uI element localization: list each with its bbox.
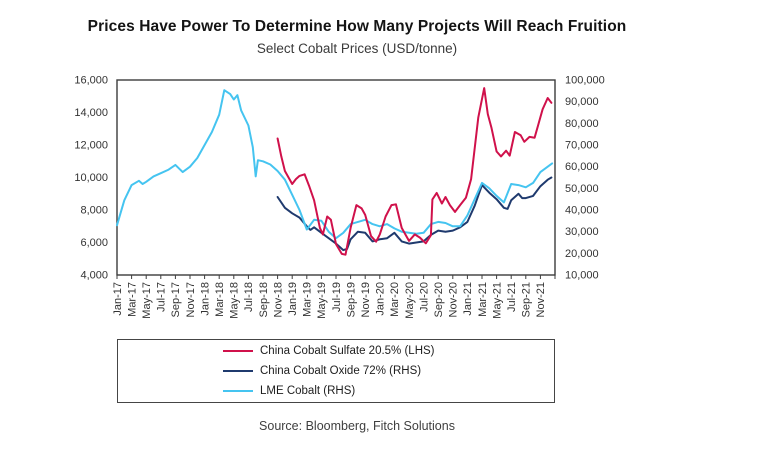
svg-text:Jan-17: Jan-17 <box>112 282 124 316</box>
chart-title: Prices Have Power To Determine How Many … <box>87 18 627 35</box>
svg-text:Sep-19: Sep-19 <box>345 282 357 317</box>
svg-text:Sep-20: Sep-20 <box>433 282 445 317</box>
svg-text:50,000: 50,000 <box>565 183 599 195</box>
svg-text:40,000: 40,000 <box>565 205 599 217</box>
svg-text:60,000: 60,000 <box>565 161 599 173</box>
svg-text:Mar-18: Mar-18 <box>214 282 226 317</box>
svg-text:Jul-21: Jul-21 <box>506 282 518 312</box>
chart-subtitle: Select Cobalt Prices (USD/tonne) <box>256 41 458 56</box>
svg-text:Nov-19: Nov-19 <box>360 282 372 317</box>
svg-text:Nov-18: Nov-18 <box>272 282 284 317</box>
legend-item-lme: LME Cobalt (RHS) <box>223 381 554 401</box>
svg-text:30,000: 30,000 <box>565 226 599 238</box>
svg-text:Jul-19: Jul-19 <box>331 282 343 312</box>
svg-text:12,000: 12,000 <box>74 140 108 152</box>
svg-text:16,000: 16,000 <box>74 75 108 87</box>
svg-text:10,000: 10,000 <box>565 270 599 282</box>
svg-text:6,000: 6,000 <box>80 237 108 249</box>
svg-text:Jan-20: Jan-20 <box>375 282 387 316</box>
svg-text:Jan-21: Jan-21 <box>462 282 474 316</box>
series-line-0 <box>276 87 553 256</box>
svg-text:Mar-17: Mar-17 <box>126 282 138 317</box>
svg-text:Sep-18: Sep-18 <box>258 282 270 317</box>
svg-text:8,000: 8,000 <box>80 205 108 217</box>
svg-text:Mar-21: Mar-21 <box>477 282 489 317</box>
legend-label-lme: LME Cobalt (RHS) <box>260 385 356 397</box>
svg-text:4,000: 4,000 <box>80 270 108 282</box>
svg-text:20,000: 20,000 <box>565 248 599 260</box>
svg-text:Jan-19: Jan-19 <box>287 282 299 316</box>
svg-text:Sep-17: Sep-17 <box>170 282 182 317</box>
source-note: Source: Bloomberg, Fitch Solutions <box>259 419 455 433</box>
cobalt-price-line-chart: 4,000 6,000 8,000 10,000 12,000 14,000 16,000 1… <box>74 75 605 319</box>
lme-line-swatch <box>223 389 253 393</box>
svg-text:May-21: May-21 <box>491 282 503 319</box>
svg-text:Jul-18: Jul-18 <box>243 282 255 312</box>
svg-text:May-17: May-17 <box>141 282 153 319</box>
svg-text:May-18: May-18 <box>229 282 241 319</box>
svg-text:80,000: 80,000 <box>565 118 599 130</box>
svg-text:90,000: 90,000 <box>565 96 599 108</box>
legend-item-oxide: China Cobalt Oxide 72% (RHS) <box>223 361 554 381</box>
sulfate-line-swatch <box>223 349 253 353</box>
legend-label-oxide: China Cobalt Oxide 72% (RHS) <box>260 365 422 377</box>
svg-text:Nov-21: Nov-21 <box>535 282 547 317</box>
svg-text:Nov-17: Nov-17 <box>185 282 197 317</box>
legend-label-sulfate: China Cobalt Sulfate 20.5% (LHS) <box>260 345 435 357</box>
svg-text:May-19: May-19 <box>316 282 328 319</box>
y-axis-left-labels: 4,000 6,000 8,000 10,000 12,000 14,000 16,000 <box>74 75 108 282</box>
chart-legend: China Cobalt Sulfate 20.5% (LHS) China C… <box>117 339 555 403</box>
y-axis-right-labels: 10,000 20,000 30,000 40,000 50,000 60,000 70,0… <box>565 75 605 282</box>
oxide-line-swatch <box>223 369 253 373</box>
svg-text:14,000: 14,000 <box>74 107 108 119</box>
svg-text:Mar-20: Mar-20 <box>389 282 401 317</box>
svg-text:Mar-19: Mar-19 <box>302 282 314 317</box>
x-axis-ticks-labels: Jan-17 Mar-17 May-17 Jul-17 Sep-17 Nov-17 Jan-… <box>112 275 556 319</box>
legend-item-sulfate: China Cobalt Sulfate 20.5% (LHS) <box>223 341 554 361</box>
svg-text:Jul-20: Jul-20 <box>418 282 430 312</box>
svg-text:10,000: 10,000 <box>74 172 108 184</box>
svg-text:100,000: 100,000 <box>565 75 605 87</box>
svg-text:Jan-18: Jan-18 <box>199 282 211 316</box>
svg-text:70,000: 70,000 <box>565 140 599 152</box>
svg-text:Jul-17: Jul-17 <box>156 282 168 312</box>
svg-text:Nov-20: Nov-20 <box>448 282 460 317</box>
svg-text:Sep-21: Sep-21 <box>521 282 533 317</box>
svg-text:May-20: May-20 <box>404 282 416 319</box>
